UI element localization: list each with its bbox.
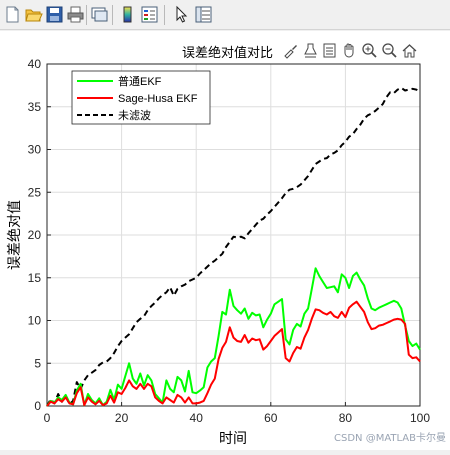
- y-tick-label: 15: [28, 271, 42, 285]
- y-tick-label: 25: [28, 185, 42, 199]
- y-tick-label: 35: [28, 100, 42, 114]
- toolbar-separator: [86, 5, 87, 25]
- zoom-in-icon[interactable]: [361, 42, 378, 59]
- legend-icon[interactable]: [140, 5, 159, 24]
- save-icon[interactable]: [45, 5, 64, 24]
- x-tick-label: 60: [264, 411, 278, 425]
- x-tick-label: 40: [190, 411, 204, 425]
- pan-icon[interactable]: [341, 42, 358, 59]
- figure-toolbar: [0, 0, 450, 30]
- figure-canvas: 误差绝对值对比 0 20 40 60 80 100 0 5 10 15 20 25 30 35 40 时间 …: [0, 31, 450, 450]
- zoom-out-icon[interactable]: [381, 42, 398, 59]
- legend-label-raw: 未滤波: [118, 109, 151, 122]
- y-tick-label: 20: [28, 228, 42, 242]
- series-line-0: [46, 267, 421, 407]
- x-axis-label: 时间: [219, 430, 247, 446]
- legend-label-sh: Sage-Husa EKF: [118, 93, 198, 105]
- pointer-icon[interactable]: [172, 5, 191, 24]
- property-inspector-icon[interactable]: [194, 5, 213, 24]
- series-layer: [46, 86, 421, 407]
- y-tick-label: 0: [34, 399, 41, 413]
- axis-ticks: 0 20 40 60 80 100 0 5 10 15 20 25 30 35 40: [28, 57, 431, 425]
- colorbar-icon[interactable]: [118, 5, 137, 24]
- y-tick-label: 40: [28, 57, 42, 71]
- data-tips-icon[interactable]: [302, 42, 319, 59]
- open-file-icon[interactable]: [24, 5, 43, 24]
- x-tick-label: 20: [115, 411, 129, 425]
- series-line-1: [46, 300, 421, 407]
- series-line-2: [46, 86, 421, 407]
- y-axis-label: 误差绝对值: [6, 200, 22, 270]
- y-tick-label: 10: [28, 314, 42, 328]
- toolbar-separator: [164, 5, 165, 25]
- chart-title: 误差绝对值对比: [182, 45, 273, 60]
- print-icon[interactable]: [66, 5, 85, 24]
- new-figure-icon[interactable]: [3, 5, 22, 24]
- restore-view-icon[interactable]: [321, 42, 338, 59]
- y-tick-label: 30: [28, 143, 42, 157]
- x-tick-label: 80: [339, 411, 353, 425]
- legend[interactable]: 普通EKF Sage-Husa EKF 未滤波: [71, 70, 211, 125]
- home-icon[interactable]: [401, 42, 418, 59]
- toolbar-separator: [112, 5, 113, 25]
- watermark: CSDN @MATLAB卡尔曼: [334, 433, 446, 444]
- legend-label-kf: 普通EKF: [118, 74, 162, 88]
- x-tick-label: 100: [410, 411, 430, 425]
- y-tick-label: 5: [34, 356, 41, 370]
- brush-icon[interactable]: [282, 42, 299, 59]
- x-tick-label: 0: [44, 411, 51, 425]
- link-plot-icon[interactable]: [90, 5, 109, 24]
